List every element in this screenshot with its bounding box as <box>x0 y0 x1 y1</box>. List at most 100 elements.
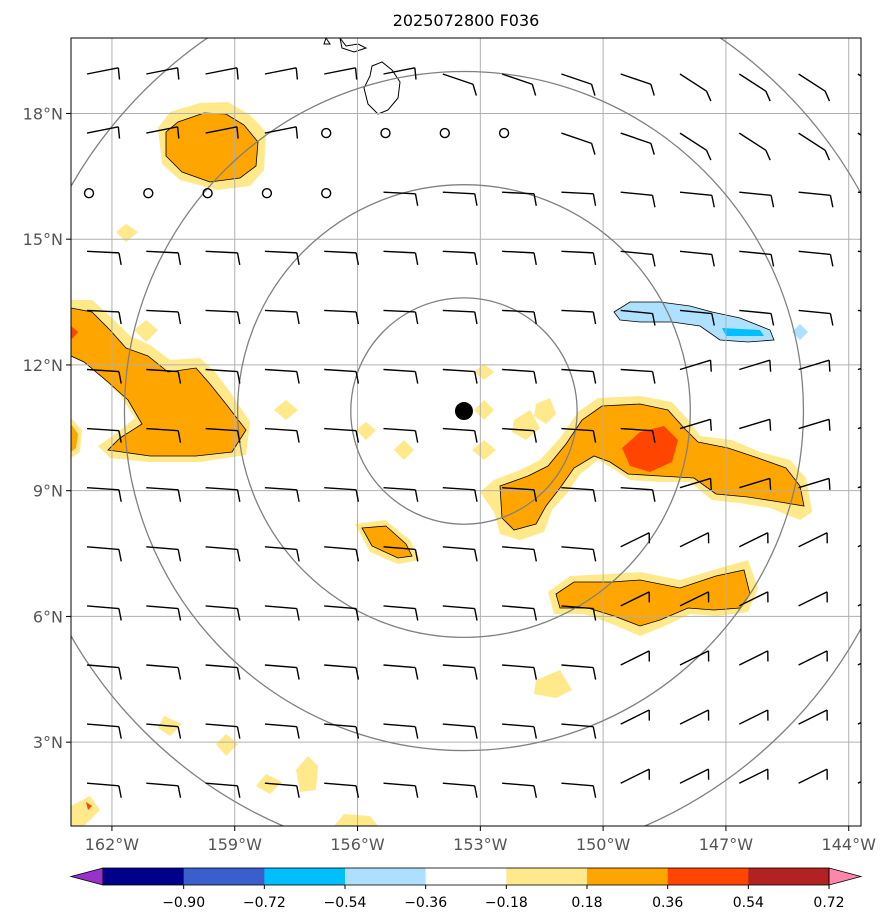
wind-barb <box>679 709 710 725</box>
wind-barb <box>502 427 537 443</box>
wind-barb <box>383 664 419 680</box>
wind-barb <box>738 532 769 548</box>
positive-anomaly-region <box>361 525 413 559</box>
calm-wind-marker <box>498 127 510 139</box>
colorbar-swatch <box>183 868 265 885</box>
wind-barb <box>739 359 772 372</box>
figure-title: 2025072800 F036 <box>393 11 540 30</box>
range-ring <box>123 70 805 752</box>
wind-barb <box>86 309 122 325</box>
wind-barb <box>86 664 122 680</box>
colorbar-label: 0.36 <box>652 895 683 911</box>
colorbar-swatch <box>587 868 669 885</box>
wind-barb <box>86 427 122 443</box>
wind-barb <box>561 250 597 265</box>
wind-barb <box>442 723 478 739</box>
wind-barb <box>620 709 651 725</box>
calm-wind-marker <box>321 187 332 199</box>
wind-barb <box>383 427 419 443</box>
wind-barb <box>264 126 299 139</box>
map-frame <box>70 37 862 827</box>
longitude-label: 159°W <box>208 835 263 854</box>
colorbar-outline <box>102 867 830 886</box>
negative-anomaly-region <box>722 328 764 336</box>
wind-barb <box>264 250 300 265</box>
wind-barb <box>561 191 597 206</box>
wind-barb <box>146 250 182 265</box>
wind-barb <box>205 309 241 325</box>
latitude-tick-labels: 18°N 15°N 12°N 9°N 6°N 3°N <box>23 104 71 752</box>
positive-anomaly-region <box>356 422 376 440</box>
latitude-label: 9°N <box>33 482 63 501</box>
calm-wind-marker <box>83 187 95 199</box>
wind-barb <box>679 73 712 102</box>
wind-barb <box>146 782 182 798</box>
positive-anomaly-region <box>296 756 318 792</box>
wind-barb <box>383 782 419 798</box>
wind-barb <box>442 605 478 621</box>
map-area <box>71 38 861 826</box>
longitude-label: 162°W <box>85 835 140 854</box>
wind-barb <box>264 487 300 502</box>
wind-barb <box>739 250 775 267</box>
wind-barb <box>146 723 182 739</box>
latitude-label: 15°N <box>23 230 63 249</box>
colorbar-label: −0.36 <box>404 895 447 911</box>
wind-barb <box>798 309 834 326</box>
wind-barb <box>679 250 715 267</box>
graticule <box>71 38 861 826</box>
wind-barb <box>442 782 478 798</box>
wind-barb <box>264 782 300 798</box>
wind-barb <box>205 126 239 139</box>
wind-barb <box>798 132 831 161</box>
wind-barb <box>324 723 360 739</box>
wind-barb <box>442 664 478 680</box>
wind-barb <box>561 723 597 739</box>
coastline <box>323 38 401 115</box>
positive-anomaly-region <box>534 398 556 424</box>
wind-barb <box>324 309 360 325</box>
wind-barb <box>798 250 834 267</box>
positive-anomaly-region <box>474 364 494 380</box>
wind-barb <box>857 544 861 548</box>
colorbar-label: 0.18 <box>571 895 602 911</box>
colorbar-swatch <box>667 868 749 885</box>
wind-barb <box>383 67 417 80</box>
wind-barb <box>264 427 300 443</box>
calm-wind-marker <box>143 187 154 199</box>
wind-barb <box>86 723 122 739</box>
wind-barb <box>146 126 180 139</box>
wind-barb <box>383 368 419 384</box>
wind-barb <box>679 418 712 431</box>
latitude-label: 6°N <box>33 607 63 626</box>
wind-barb <box>561 368 597 384</box>
wind-barb <box>739 191 775 208</box>
wind-barb <box>264 605 300 621</box>
longitude-label: 153°W <box>453 835 508 854</box>
wind-barb <box>146 487 182 502</box>
wind-barb <box>502 191 537 206</box>
wind-barb <box>502 250 537 265</box>
positive-anomaly-region <box>534 670 572 698</box>
wind-barb <box>679 359 712 372</box>
wind-barb <box>442 250 478 265</box>
latitude-label: 18°N <box>23 104 63 123</box>
wind-barb <box>798 650 828 666</box>
wind-barb <box>620 650 651 666</box>
positive-anomaly-region <box>334 814 378 826</box>
wind-barb <box>857 721 861 725</box>
wind-barb <box>205 427 241 443</box>
wind-barb <box>146 605 182 621</box>
longitude-label: 156°W <box>330 835 385 854</box>
wind-barb <box>857 309 861 312</box>
wind-barb <box>739 418 772 431</box>
positive-anomaly-region <box>71 307 247 457</box>
wind-barb <box>502 546 538 562</box>
wind-barb <box>620 487 656 502</box>
calm-wind-marker <box>380 127 391 139</box>
wind-barb <box>146 664 182 680</box>
wind-barb <box>442 73 478 96</box>
colorbar-extend-high <box>828 867 863 886</box>
wind-barb <box>324 427 360 443</box>
wind-barb <box>264 664 300 680</box>
